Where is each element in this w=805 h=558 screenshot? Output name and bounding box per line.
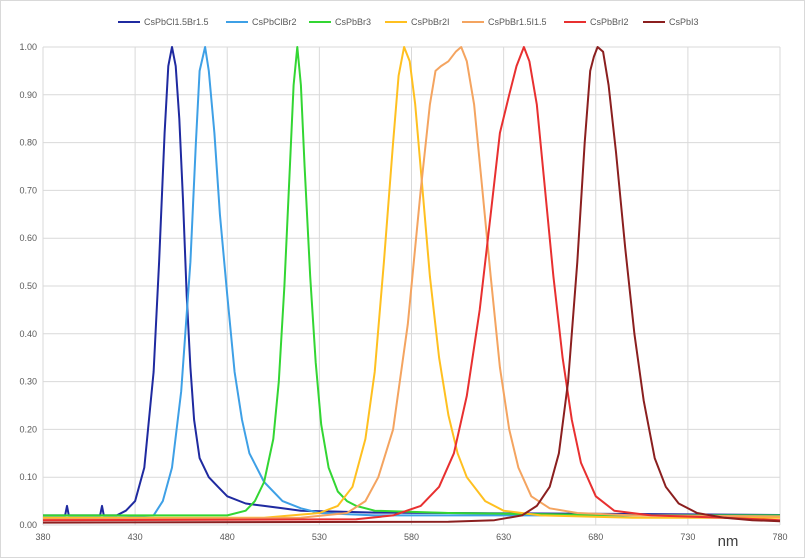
x-tick-label: 480 <box>220 532 235 542</box>
y-tick-label: 0.40 <box>19 329 37 339</box>
y-tick-label: 0.20 <box>19 424 37 434</box>
x-tick-label: 730 <box>680 532 695 542</box>
legend-label-5: CsPbBr1.5I1.5 <box>488 17 547 27</box>
legend: CsPbCl1.5Br1.5 CsPbClBr2 CsPbBr3 CsPbBr2I Cs… <box>118 17 699 27</box>
y-tick-label: 0.30 <box>19 377 37 387</box>
legend-label-7: CsPbI3 <box>669 17 699 27</box>
y-tick-label: 0.50 <box>19 281 37 291</box>
y-tick-label: 0.60 <box>19 233 37 243</box>
legend-label-1: CsPbCl1.5Br1.5 <box>144 17 209 27</box>
y-tick-label: 0.10 <box>19 472 37 482</box>
legend-label-2: CsPbClBr2 <box>252 17 297 27</box>
legend-label-4: CsPbBr2I <box>411 17 450 27</box>
y-axis-ticks: 0.00 0.10 0.20 0.30 0.40 0.50 0.60 0.70 0.80 0.90… <box>19 42 37 530</box>
y-tick-label: 0.90 <box>19 90 37 100</box>
y-tick-label: 0.80 <box>19 138 37 148</box>
y-tick-label: 0.70 <box>19 185 37 195</box>
x-tick-label: 430 <box>128 532 143 542</box>
x-tick-label: 580 <box>404 532 419 542</box>
x-tick-label: 680 <box>588 532 603 542</box>
x-tick-label: 780 <box>772 532 787 542</box>
x-tick-label: 630 <box>496 532 511 542</box>
x-axis-ticks: 380 430 480 530 580 630 680 730 780 <box>35 532 787 542</box>
legend-label-3: CsPbBr3 <box>335 17 371 27</box>
x-tick-label: 530 <box>312 532 327 542</box>
x-tick-label: 380 <box>35 532 50 542</box>
x-axis-title: nm <box>718 533 739 550</box>
y-tick-label: 0.00 <box>19 520 37 530</box>
y-tick-label: 1.00 <box>19 42 37 52</box>
legend-label-6: CsPbBrI2 <box>590 17 629 27</box>
